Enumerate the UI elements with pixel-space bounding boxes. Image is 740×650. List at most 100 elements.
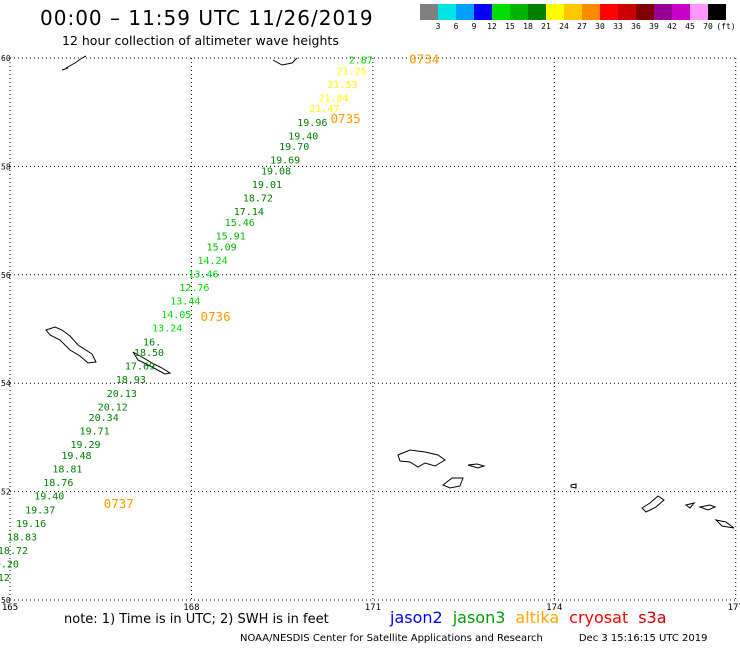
wave-height-value: 12.76 <box>179 283 209 294</box>
wave-height-value: 13.46 <box>188 270 218 281</box>
wave-height-value: 19.08 <box>261 167 291 178</box>
credit-text: NOAA/NESDIS Center for Satellite Applica… <box>240 633 543 644</box>
wave-height-value: 18.72 <box>243 194 273 205</box>
legend-swatch <box>690 4 708 20</box>
lon-label: 177 <box>728 603 740 613</box>
legend-label: 12 <box>487 22 497 31</box>
legend-swatch <box>672 4 690 20</box>
wave-height-value: 19.37 <box>25 505 55 516</box>
wave-height-value: 2.87 <box>349 55 373 66</box>
legend-swatch <box>600 4 618 20</box>
lat-label: 52 <box>1 488 11 497</box>
satellite-name: cryosat <box>569 608 629 627</box>
wave-height-value: 20.34 <box>89 413 119 424</box>
wave-height-value: 19.70 <box>279 142 309 153</box>
legend-swatch <box>636 4 654 20</box>
wave-height-value: 13.24 <box>152 324 182 335</box>
wave-height-value: 18.12 <box>0 573 10 584</box>
pass-time-label: 0734 <box>409 51 439 66</box>
wave-height-value: 21.25 <box>337 66 367 77</box>
lat-label: 54 <box>1 379 11 388</box>
legend-label: 21 <box>541 22 551 31</box>
legend-swatch <box>474 4 492 20</box>
wave-height-value: 19.40 <box>288 131 318 142</box>
wave-height-value: 19.48 <box>61 451 91 462</box>
wave-height-value: 19.40 <box>34 492 64 503</box>
satellite-name: jason2 <box>390 608 443 627</box>
wave-height-value: 19.01 <box>252 180 282 191</box>
legend-swatch <box>456 4 474 20</box>
legend-swatch <box>438 4 456 20</box>
wave-height-value: 15.09 <box>207 242 237 253</box>
legend-swatch <box>492 4 510 20</box>
wave-height-value: 19.29 <box>70 440 100 451</box>
lon-label: 165 <box>2 603 18 613</box>
legend-swatch <box>654 4 672 20</box>
legend-label: 18 <box>523 22 533 31</box>
lat-lon-grid <box>9 57 738 601</box>
wave-height-value: 13.44 <box>170 297 200 308</box>
wave-height-value: 21.84 <box>318 93 348 104</box>
legend-label: 70 <box>703 22 713 31</box>
legend-label: 42 <box>667 22 677 31</box>
coastline-buldir-island <box>570 483 577 489</box>
coastline-bering-island <box>45 326 97 364</box>
coastlines <box>45 55 735 529</box>
legend-label: 45 <box>685 22 695 31</box>
wave-height-value: 14.24 <box>197 256 227 267</box>
coastline-agattu-island <box>442 477 464 489</box>
wave-height-value: 21.47 <box>309 104 339 115</box>
wave-height-legend: 3 6 9 12 15 18 21 24 27 30 33 36 39 42 45 70 (ft) <box>420 4 736 34</box>
wave-height-value: 18.93 <box>116 375 146 386</box>
coastline-attu-island <box>397 449 446 468</box>
satellite-name: s3a <box>638 608 667 627</box>
satellite-track: 2.8721.2521.5321.8421.4719.9619.4019.701… <box>0 51 439 584</box>
wave-height-value: 17.14 <box>234 207 264 218</box>
wave-height-value: 15.91 <box>216 232 246 243</box>
legend-label: 36 <box>631 22 641 31</box>
wave-height-value: 19.96 <box>297 118 327 129</box>
lat-label: 58 <box>1 162 11 171</box>
legend-label: 15 <box>505 22 515 31</box>
legend-swatch <box>582 4 600 20</box>
map-subtitle: 12 hour collection of altimeter wave hei… <box>62 33 339 48</box>
wave-height-value: 16. <box>143 337 161 348</box>
wave-height-value: 18.72 <box>0 546 28 557</box>
lat-label: 50 <box>1 596 11 605</box>
map-title: 00:00 – 11:59 UTC 11/26/2019 <box>40 6 374 30</box>
legend-label: 24 <box>559 22 569 31</box>
legend-swatch <box>420 4 438 20</box>
legend-label: 33 <box>613 22 623 31</box>
footer-note: note: 1) Time is in UTC; 2) SWH is in fe… <box>64 612 329 627</box>
wave-height-value: 18.76 <box>43 478 73 489</box>
wave-height-value: 18.50 <box>134 348 164 359</box>
legend-swatch <box>528 4 546 20</box>
coastline-medny-island <box>132 351 172 375</box>
legend-swatch <box>708 4 726 20</box>
wave-height-value: 18.81 <box>52 465 82 476</box>
legend-swatch <box>510 4 528 20</box>
wave-height-value: 20.20 <box>0 559 19 570</box>
satellite-name: jason3 <box>452 608 506 627</box>
lat-label: 56 <box>1 271 11 280</box>
legend-swatch <box>618 4 636 20</box>
coastline-koryak-tip <box>272 57 298 66</box>
coastline-kamchatka-tip <box>61 55 87 71</box>
legend-label: 6 <box>453 22 459 31</box>
generated-timestamp: Dec 3 15:16:15 UTC 2019 <box>578 633 708 644</box>
pass-time-label: 0735 <box>331 111 361 126</box>
lat-label: 60 <box>1 54 11 63</box>
lon-label: 168 <box>183 603 199 613</box>
wave-height-value: 15.46 <box>225 218 255 229</box>
legend-swatch <box>564 4 582 20</box>
wave-height-value: 14.05 <box>161 310 191 321</box>
wave-height-value: 19.69 <box>270 156 300 167</box>
wave-height-value: 20.12 <box>98 402 128 413</box>
wave-height-value: 20.13 <box>107 389 137 400</box>
legend-label: 3 <box>435 22 441 31</box>
credit-line: NOAA/NESDIS Center for Satellite Applica… <box>240 633 740 644</box>
lon-label: 171 <box>365 603 381 613</box>
coastline-rat-islands <box>684 502 735 529</box>
pass-time-label: 0737 <box>104 496 134 511</box>
